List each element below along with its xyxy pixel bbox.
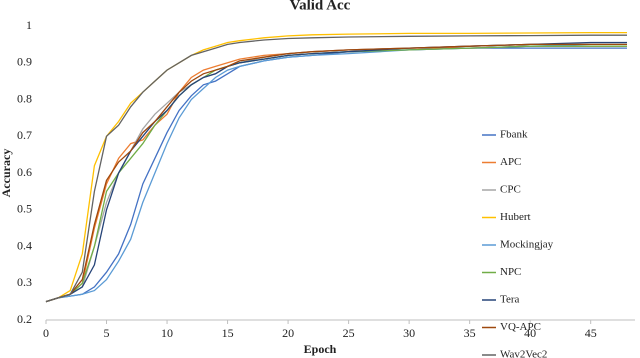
y-tick-label: 0.9 [17,55,32,69]
chart-title: Valid Acc [290,0,351,13]
series-line [45,45,627,303]
series-line [45,47,627,303]
series-line [45,45,627,303]
legend-label: Fbank [500,129,528,141]
y-tick-label: 0.3 [17,275,32,289]
legend-label: Tera [500,294,519,306]
y-tick-label: 0.8 [17,91,32,105]
x-tick-label: 25 [343,326,355,340]
x-tick-label: 35 [464,326,476,340]
x-tick-label: 40 [524,326,536,340]
x-axis-label: Epoch [304,342,337,356]
legend-label: Hubert [500,211,531,223]
y-tick-label: 0.4 [17,238,32,252]
series-line [45,41,627,303]
series-line [45,43,627,303]
x-tick-label: 0 [43,326,49,340]
series-line [45,31,627,303]
legend-label: NPC [500,266,521,278]
y-tick-label: 0.6 [17,165,32,179]
y-tick-label: 0.7 [17,128,32,142]
y-axis-label: Accuracy [0,149,13,198]
x-tick-label: 10 [161,326,173,340]
legend-label: APC [500,156,521,168]
legend-label: CPC [500,184,521,196]
legend-label: VQ-APC [500,321,541,333]
legend: Fbank APC CPC Hubert Mockingjay NPC Tera VQ-APC… [482,129,554,358]
series-line [45,43,627,303]
x-tick-label: 30 [403,326,415,340]
x-tick-label: 5 [104,326,110,340]
x-tick-label: 45 [585,326,597,340]
y-tick-label: 1 [26,18,32,32]
x-tick-label: 15 [222,326,234,340]
legend-label: Mockingjay [500,239,554,251]
x-tick-label: 20 [282,326,294,340]
series-line [45,34,627,303]
series-line [45,43,627,303]
y-tick-label: 0.5 [17,202,32,216]
legend-label: Wav2Vec2 [500,349,547,358]
y-tick-label: 0.2 [17,312,32,326]
